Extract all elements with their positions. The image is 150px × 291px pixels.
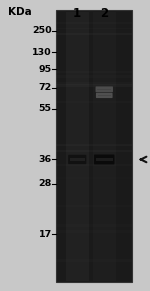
- Bar: [66, 12, 89, 281]
- Bar: [56, 28, 132, 29]
- Bar: [70, 158, 85, 161]
- Bar: [56, 150, 132, 152]
- Text: 17: 17: [39, 230, 52, 239]
- FancyBboxPatch shape: [68, 155, 86, 164]
- Bar: [98, 95, 111, 96]
- Bar: [56, 33, 132, 35]
- Bar: [56, 82, 132, 86]
- Bar: [56, 230, 132, 233]
- Text: 36: 36: [39, 155, 52, 164]
- Bar: [56, 84, 132, 86]
- Text: 72: 72: [39, 84, 52, 92]
- Bar: [56, 164, 132, 166]
- Bar: [56, 33, 132, 35]
- Bar: [56, 205, 132, 207]
- Bar: [56, 177, 132, 179]
- Bar: [56, 101, 132, 103]
- Bar: [56, 10, 132, 282]
- Text: 2: 2: [100, 7, 108, 20]
- Text: 55: 55: [39, 104, 52, 113]
- Bar: [97, 89, 111, 90]
- FancyBboxPatch shape: [96, 93, 112, 98]
- Bar: [56, 71, 132, 73]
- Bar: [56, 75, 132, 78]
- Bar: [56, 143, 132, 146]
- Text: KDa: KDa: [8, 7, 31, 17]
- Bar: [93, 12, 116, 281]
- Bar: [56, 145, 132, 146]
- Text: 250: 250: [32, 26, 52, 35]
- Bar: [96, 158, 113, 161]
- Bar: [56, 22, 132, 24]
- Text: 1: 1: [73, 7, 81, 20]
- FancyBboxPatch shape: [96, 86, 113, 92]
- Bar: [56, 258, 132, 262]
- FancyBboxPatch shape: [94, 155, 114, 164]
- Bar: [56, 224, 132, 226]
- Text: 28: 28: [38, 180, 52, 188]
- Text: 95: 95: [39, 65, 52, 74]
- Text: 130: 130: [32, 48, 52, 57]
